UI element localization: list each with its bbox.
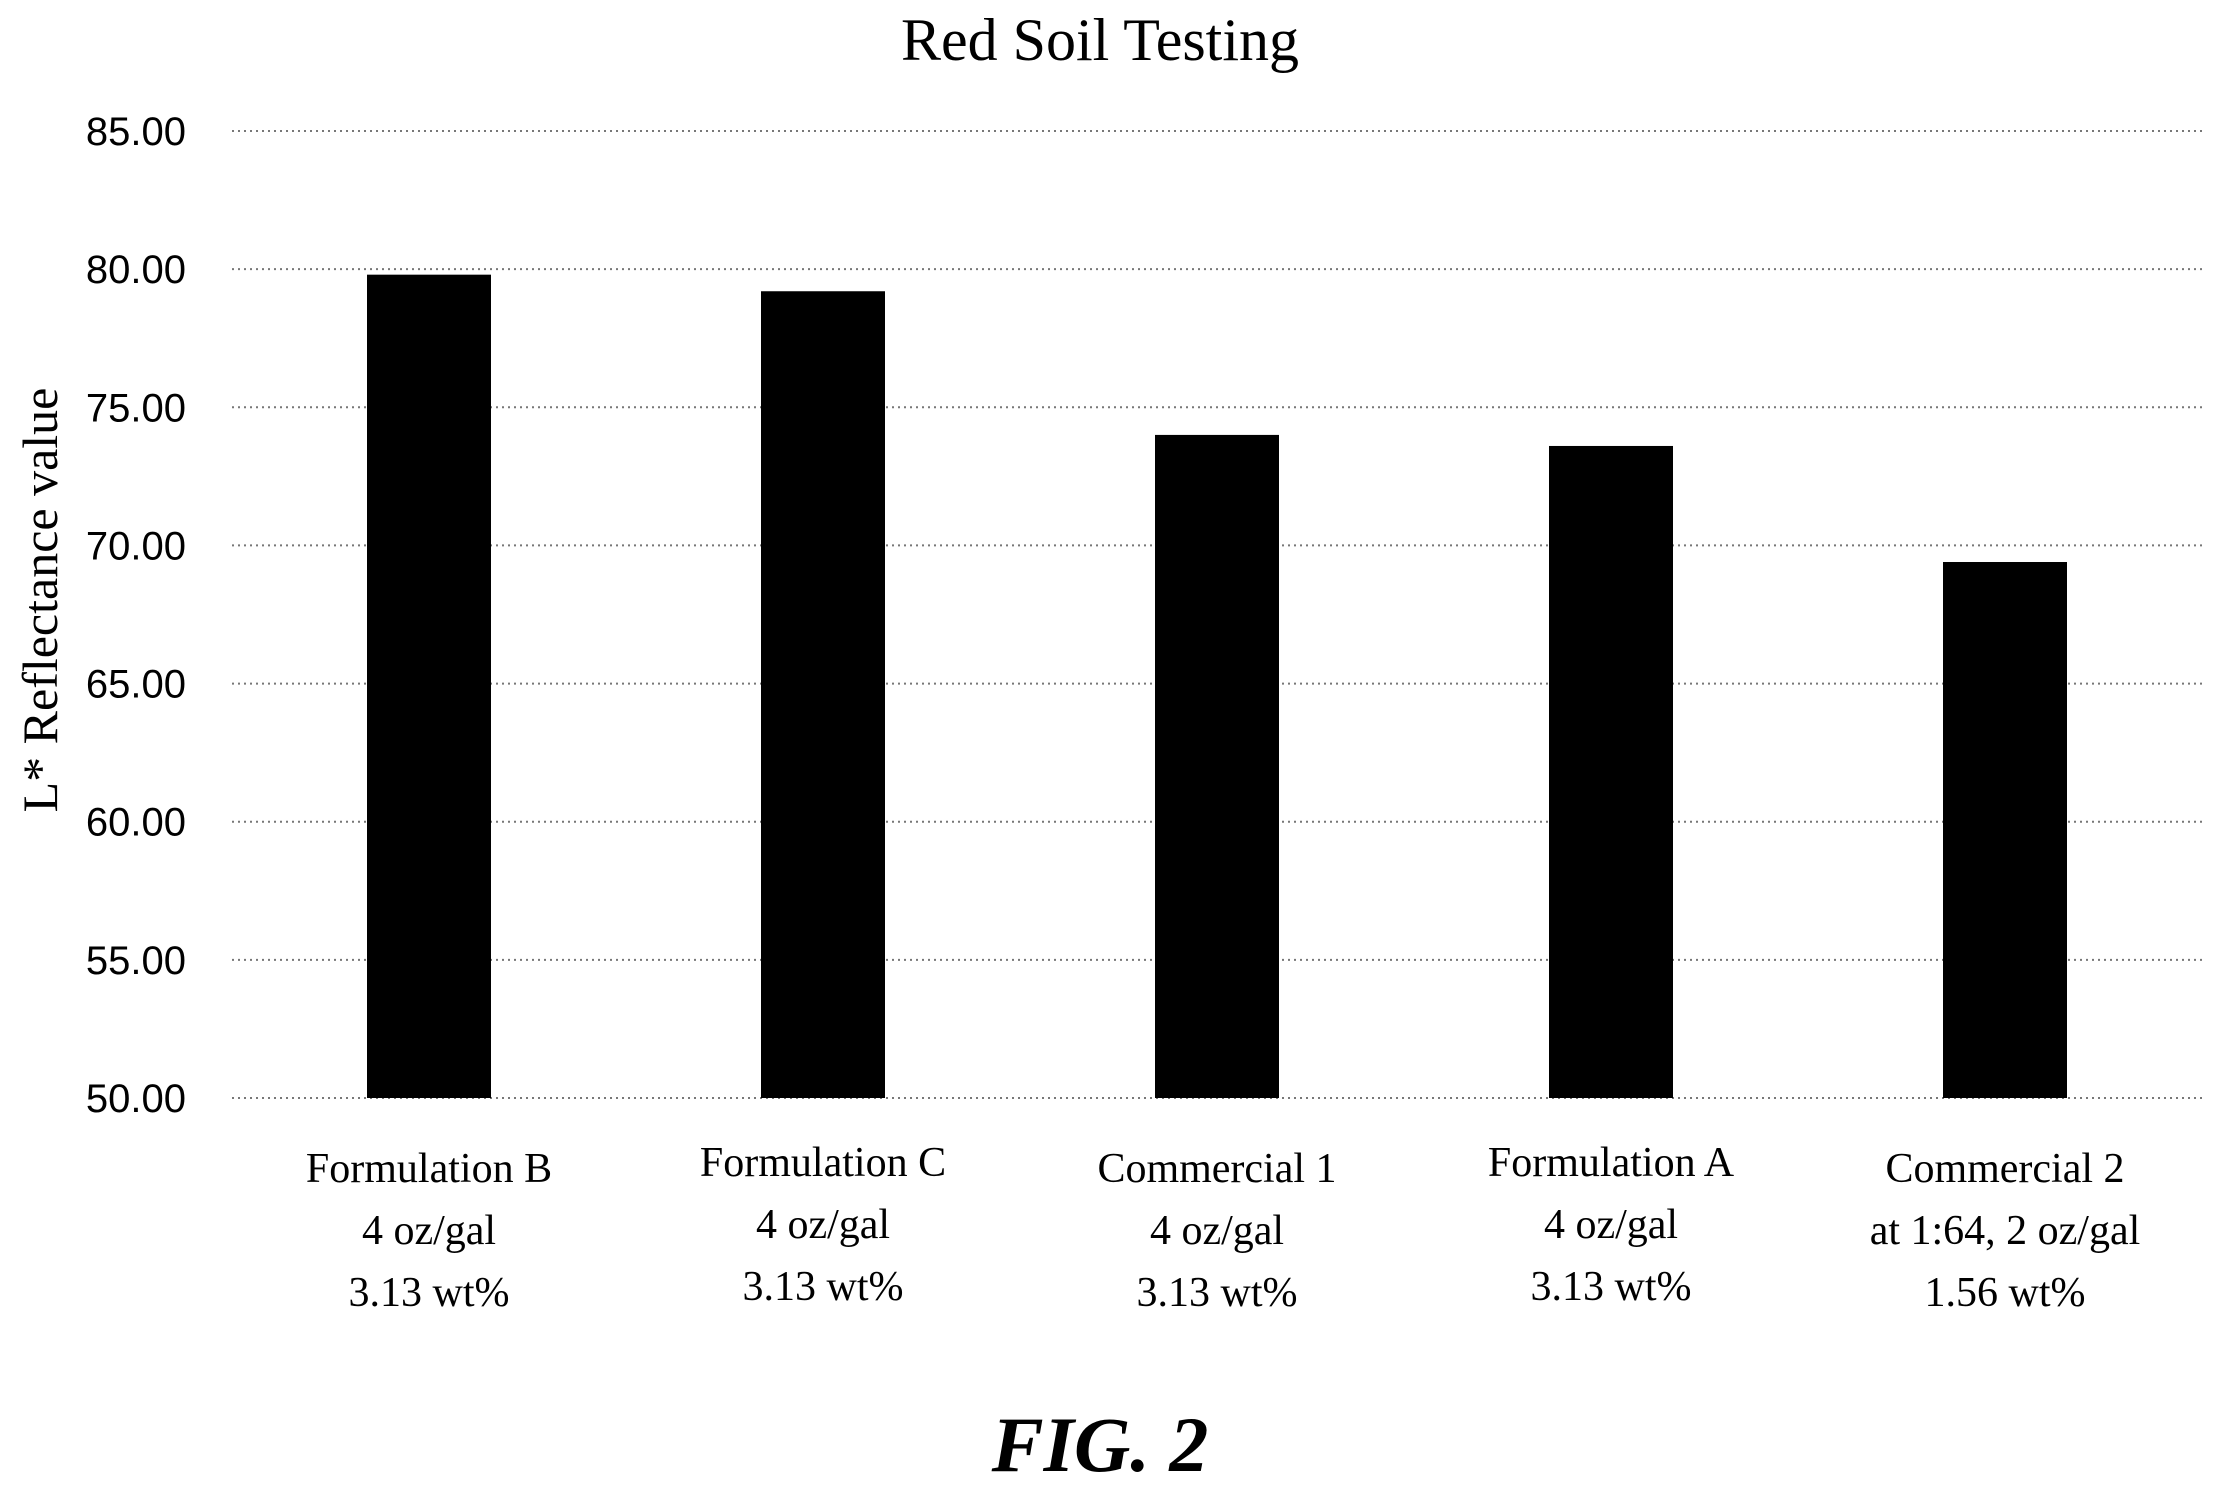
- category-label-line: Formulation A: [1487, 1140, 1735, 1186]
- bar: [1943, 562, 2067, 1098]
- bars: [367, 274, 2067, 1099]
- category-label-line: 4 oz/gal: [1149, 1208, 1285, 1254]
- y-tick-label: 85.00: [86, 110, 186, 154]
- y-tick-label: 50.00: [86, 1077, 186, 1121]
- category-label-line: 1.56 wt%: [1924, 1270, 2086, 1316]
- category-label-line: 3.13 wt%: [742, 1264, 904, 1310]
- y-tick-label: 80.00: [86, 248, 186, 292]
- category-label-line: Formulation B: [305, 1146, 553, 1192]
- bar: [1155, 434, 1279, 1098]
- y-tick-label: 70.00: [86, 524, 186, 568]
- bar: [761, 291, 885, 1098]
- gridlines: [232, 130, 2205, 1099]
- y-tick-label: 55.00: [86, 939, 186, 983]
- category-label-line: Commercial 1: [1097, 1146, 1337, 1192]
- bar: [1549, 445, 1673, 1099]
- y-tick-label: 65.00: [86, 663, 186, 707]
- category-label-line: at 1:64, 2 oz/gal: [1869, 1208, 2141, 1254]
- y-tick-label: 75.00: [86, 386, 186, 430]
- category-label: Formulation A 4 oz/gal 3.13 wt%: [1421, 1132, 1801, 1318]
- category-label: Commercial 2 at 1:64, 2 oz/gal 1.56 wt%: [1815, 1138, 2195, 1324]
- category-label: Formulation B 4 oz/gal 3.13 wt%: [239, 1138, 619, 1324]
- bar: [367, 274, 491, 1098]
- category-label-line: 3.13 wt%: [1530, 1264, 1692, 1310]
- category-label-line: Commercial 2: [1885, 1146, 2125, 1192]
- y-tick-label: 60.00: [86, 801, 186, 845]
- y-tick-labels: 50.00 55.00 60.00 65.00 70.00 75.00 80.00 85.00: [86, 110, 186, 1121]
- chart-title: Red Soil Testing: [900, 7, 1300, 73]
- category-label-line: 4 oz/gal: [361, 1208, 497, 1254]
- figure-caption: FIG. 2: [991, 1401, 1209, 1488]
- category-label: Formulation C 4 oz/gal 3.13 wt%: [633, 1132, 1013, 1318]
- category-label-line: 4 oz/gal: [755, 1202, 891, 1248]
- category-label-line: 4 oz/gal: [1543, 1202, 1679, 1248]
- category-label-line: Formulation C: [699, 1140, 947, 1186]
- category-label-line: 3.13 wt%: [1136, 1270, 1298, 1316]
- category-label-line: 3.13 wt%: [348, 1270, 510, 1316]
- category-label: Commercial 1 4 oz/gal 3.13 wt%: [1027, 1138, 1407, 1324]
